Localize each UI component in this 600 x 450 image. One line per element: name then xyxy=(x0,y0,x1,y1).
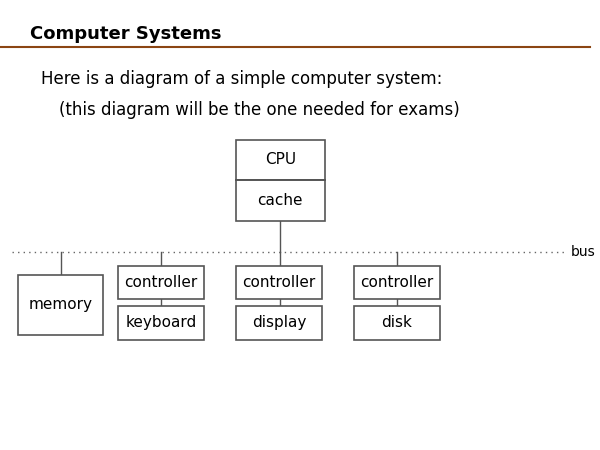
Text: controller: controller xyxy=(124,275,197,290)
Text: controller: controller xyxy=(242,275,316,290)
FancyBboxPatch shape xyxy=(236,140,325,180)
Text: cache: cache xyxy=(257,193,303,208)
FancyBboxPatch shape xyxy=(236,266,322,299)
FancyBboxPatch shape xyxy=(18,274,103,335)
FancyBboxPatch shape xyxy=(118,306,203,340)
FancyBboxPatch shape xyxy=(236,306,322,340)
Text: (this diagram will be the one needed for exams): (this diagram will be the one needed for… xyxy=(59,101,460,119)
Text: CPU: CPU xyxy=(265,152,296,167)
Text: keyboard: keyboard xyxy=(125,315,196,330)
Text: Here is a diagram of a simple computer system:: Here is a diagram of a simple computer s… xyxy=(41,70,443,88)
Text: controller: controller xyxy=(360,275,433,290)
FancyBboxPatch shape xyxy=(118,266,203,299)
FancyBboxPatch shape xyxy=(354,306,440,340)
Text: disk: disk xyxy=(382,315,412,330)
Text: display: display xyxy=(251,315,306,330)
Text: Computer Systems: Computer Systems xyxy=(29,25,221,43)
FancyBboxPatch shape xyxy=(354,266,440,299)
FancyBboxPatch shape xyxy=(236,180,325,220)
Text: memory: memory xyxy=(28,297,92,312)
Text: bus: bus xyxy=(571,245,596,259)
